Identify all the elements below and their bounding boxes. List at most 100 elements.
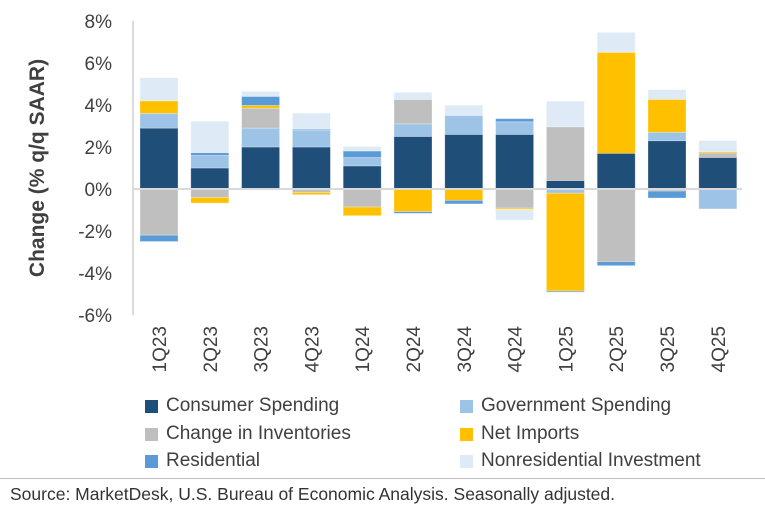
bar-segment-net-imports — [393, 188, 433, 213]
bar-segment-change-in-inventories — [241, 107, 281, 129]
divider — [0, 478, 765, 479]
bar-segment-residential — [444, 199, 484, 205]
bar-segment-nonresidential-investment — [546, 100, 585, 128]
legend-item: Change in Inventories — [145, 423, 351, 445]
bar-segment-consumer-spending — [698, 157, 738, 190]
y-tick-label: -2% — [78, 222, 112, 243]
x-tick-label: 4Q25 — [709, 326, 730, 372]
x-tick-label: 1Q24 — [353, 326, 374, 373]
bar-segment-net-imports — [546, 192, 585, 292]
legend-item: Government Spending — [460, 395, 671, 417]
bar-segment-government-spending — [393, 123, 433, 137]
legend-item: Nonresidential Investment — [460, 450, 701, 472]
bar-segment-nonresidential-investment — [291, 112, 331, 130]
bar-segment-change-in-inventories — [698, 152, 738, 158]
bar-segment-consumer-spending — [190, 167, 230, 190]
bar-segment-government-spending — [647, 131, 687, 142]
bar-segment-government-spending — [190, 154, 230, 169]
legend-swatch — [145, 399, 158, 413]
bar-segment-net-imports — [190, 196, 230, 204]
bar-segment-residential — [546, 290, 585, 293]
y-tick-label: 0% — [85, 180, 113, 201]
bar-segment-nonresidential-investment — [342, 145, 382, 152]
y-tick-label: 4% — [85, 96, 113, 117]
bar-segment-change-in-inventories — [546, 126, 585, 181]
bar-segment-net-imports — [291, 192, 331, 196]
x-tick-label: 4Q23 — [302, 326, 323, 372]
bar-segment-consumer-spending — [444, 133, 484, 190]
bar-segment-net-imports — [342, 206, 382, 217]
bar-segment-change-in-inventories — [393, 99, 433, 125]
bar-segment-change-in-inventories — [342, 188, 382, 208]
bar-segment-consumer-spending — [546, 180, 585, 190]
bar-segment-nonresidential-investment — [190, 120, 230, 154]
bar-segment-government-spending — [698, 188, 738, 210]
bar-segment-change-in-inventories — [190, 188, 230, 198]
bar-segment-nonresidential-investment — [495, 208, 535, 221]
y-tick-label: 8% — [85, 12, 113, 33]
bar-segment-residential — [393, 211, 433, 214]
bar-segment-consumer-spending — [241, 146, 281, 190]
legend-label: Change in Inventories — [166, 423, 351, 444]
legend-swatch — [145, 427, 158, 441]
bar-segment-change-in-inventories — [495, 188, 535, 209]
bar-segment-consumer-spending — [596, 152, 636, 190]
bar-segment-nonresidential-investment — [647, 89, 687, 100]
bar-segment-residential — [495, 118, 535, 123]
source-note: Source: MarketDesk, U.S. Bureau of Econo… — [10, 484, 616, 504]
bar-segment-government-spending — [139, 113, 179, 129]
bar-segment-nonresidential-investment — [393, 92, 433, 100]
bar-segment-consumer-spending — [139, 127, 179, 190]
y-tick-label: -4% — [78, 264, 112, 285]
x-tick-label: 2Q25 — [607, 326, 628, 372]
legend-swatch — [145, 454, 158, 468]
bar-segment-nonresidential-investment — [596, 31, 636, 53]
bar-segment-consumer-spending — [393, 136, 433, 190]
bar-segment-change-in-inventories — [596, 188, 636, 263]
bar-segment-nonresidential-investment — [139, 77, 179, 102]
legend-item: Consumer Spending — [145, 395, 339, 417]
bar-segment-net-imports — [139, 100, 179, 114]
bar-segment-nonresidential-investment — [444, 104, 484, 116]
legend-label: Government Spending — [481, 395, 672, 416]
legend-label: Residential — [166, 450, 260, 471]
bar-segment-consumer-spending — [291, 146, 331, 190]
bar-segment-consumer-spending — [342, 165, 382, 190]
x-tick-label: 2Q24 — [404, 326, 425, 373]
bar-segment-consumer-spending — [647, 140, 687, 190]
x-tick-label: 1Q25 — [556, 326, 577, 372]
bar-segment-nonresidential-investment — [241, 90, 281, 97]
x-tick-label: 3Q23 — [252, 326, 273, 372]
legend-item: Net Imports — [460, 423, 579, 445]
legend-item: Residential — [145, 450, 260, 472]
x-tick-label: 2Q23 — [201, 326, 222, 372]
y-axis-label: Change (% q/q SAAR) — [26, 59, 49, 277]
legend-label: Net Imports — [481, 423, 580, 444]
x-tick-label: 1Q23 — [150, 326, 171, 372]
bar-segment-government-spending — [444, 115, 484, 135]
legend-swatch — [460, 427, 473, 441]
bar-segment-government-spending — [241, 127, 281, 148]
x-tick-label: 4Q24 — [506, 326, 527, 373]
legend-swatch — [460, 399, 473, 413]
bar-segment-consumer-spending — [495, 133, 535, 190]
y-tick-label: -6% — [78, 306, 112, 327]
bar-segment-government-spending — [342, 157, 382, 167]
legend-label: Consumer Spending — [166, 395, 340, 416]
bar-segment-net-imports — [596, 51, 636, 154]
x-tick-label: 3Q24 — [455, 326, 476, 373]
bar-segment-net-imports — [241, 105, 281, 109]
bar-segment-net-imports — [647, 98, 687, 133]
bar-segment-government-spending — [495, 121, 535, 135]
bar-segment-residential — [647, 190, 687, 199]
stacked-bar-chart: Change (% q/q SAAR) -6%-4%-2%0%2%4%6%8% … — [26, 12, 742, 373]
bar-segment-residential — [241, 95, 281, 106]
x-tick-label: 3Q25 — [658, 326, 679, 372]
bar-segment-residential — [190, 152, 230, 156]
bar-segment-change-in-inventories — [139, 188, 179, 236]
bar-segment-residential — [139, 234, 179, 242]
bar-segment-nonresidential-investment — [698, 140, 738, 153]
legend-label: Nonresidential Investment — [481, 450, 701, 471]
bar-segment-residential — [596, 261, 636, 267]
